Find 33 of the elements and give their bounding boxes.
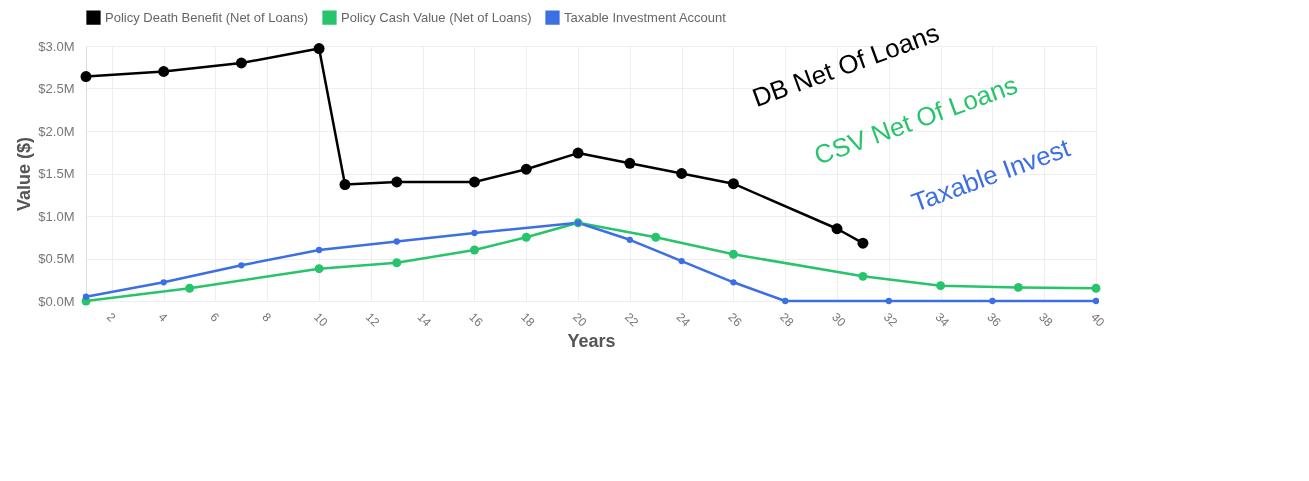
x-tick-label: 38 (1036, 310, 1056, 330)
x-tick-label: 22 (621, 310, 642, 330)
x-tick-label: 18 (518, 310, 538, 330)
x-tick-label: 28 (777, 310, 797, 330)
x-tick-label: 12 (362, 310, 383, 330)
y-tick-label: $0.5M (38, 251, 75, 266)
y-axis-title: Value ($) (14, 136, 35, 212)
y-tick-label: $2.0M (38, 123, 75, 139)
y-tick-label: $3.0M (38, 38, 75, 54)
x-tick-label: 8 (259, 310, 275, 325)
x-tick-label: 40 (1088, 310, 1108, 330)
x-tick-label: 6 (207, 310, 223, 325)
x-tick-label: 24 (673, 310, 694, 330)
x-tick-label: 34 (932, 310, 953, 330)
x-tick-label: 14 (414, 310, 435, 330)
y-tick-label: $1.0M (38, 208, 75, 224)
y-tick-label: $2.5M (38, 81, 75, 96)
legend-label: Taxable Investment Account (564, 9, 727, 25)
x-tick-label: 30 (829, 310, 849, 330)
x-tick-label: 36 (984, 310, 1004, 330)
x-tick-label: 20 (570, 310, 590, 330)
x-axis-title: Years (567, 330, 616, 351)
x-tick-label: 32 (880, 310, 901, 330)
x-tick-label: 4 (155, 310, 171, 325)
x-tick-label: 26 (725, 310, 746, 330)
y-tick-label: $0.0M (38, 293, 75, 309)
y-tick-label: $1.5M (38, 166, 75, 181)
x-tick-label: 2 (103, 310, 119, 325)
legend-label: Policy Cash Value (Net of Loans) (341, 9, 532, 25)
legend-label: Policy Death Benefit (Net of Loans) (105, 9, 309, 25)
annotation: Taxable Invest (907, 132, 1075, 218)
x-tick-label: 16 (466, 310, 487, 330)
x-tick-label: 10 (311, 310, 331, 330)
